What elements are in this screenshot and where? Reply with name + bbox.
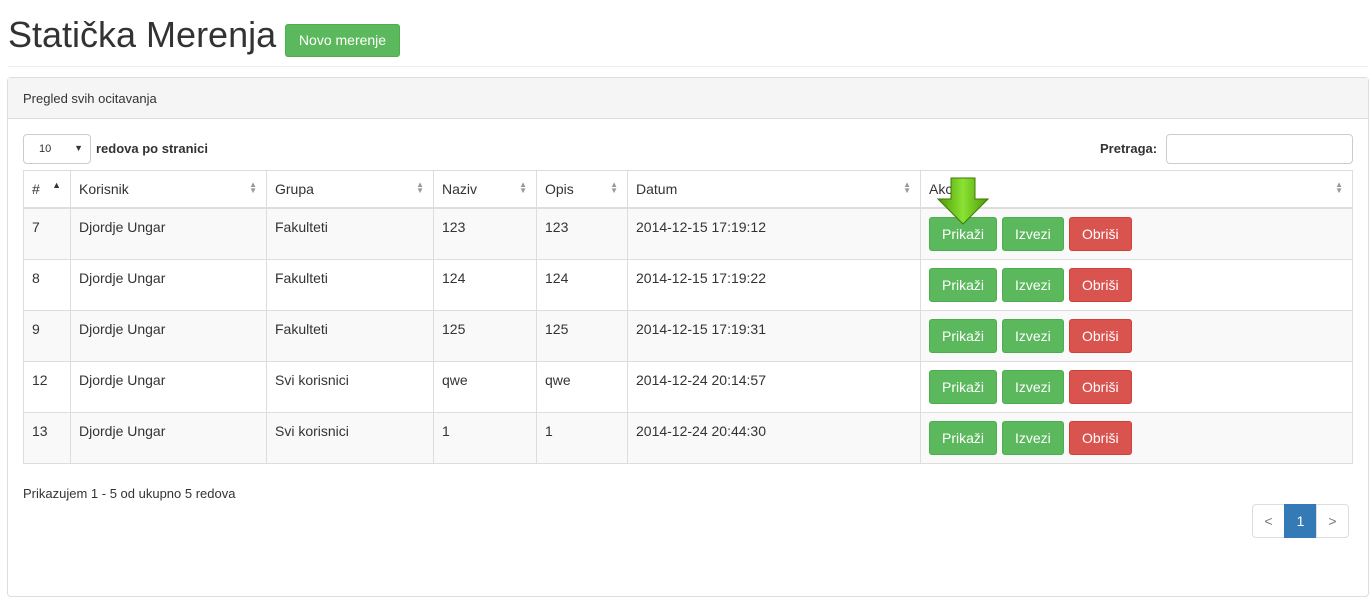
search-label: Pretraga: (1100, 141, 1158, 156)
delete-button[interactable]: Obriši (1068, 421, 1132, 455)
column-label: Opis (545, 181, 574, 197)
table-row: 7 Djordje Ungar Fakulteti 123 123 2014-12-15 … (23, 207, 1353, 260)
page-length-label: redova po stranici (96, 141, 208, 156)
cell-group: Fakulteti (266, 259, 434, 311)
cell-id: 8 (23, 259, 71, 311)
sort-icon: ▲ ▼ (903, 180, 911, 195)
cell-name: 124 (433, 259, 537, 311)
export-button[interactable]: Izvezi (1001, 319, 1064, 353)
show-button[interactable]: Prikaži (929, 268, 997, 302)
cell-actions: Prikaži Izvezi Obriši (920, 259, 1353, 311)
sort-icon: ▲ ▼ (610, 180, 618, 195)
pagination: < 1 > (1252, 504, 1349, 538)
column-header-group[interactable]: Grupa ▲ ▼ (266, 170, 434, 209)
column-header-name[interactable]: Naziv ▲ ▼ (433, 170, 537, 209)
cell-date: 2014-12-24 20:14:57 (627, 361, 921, 413)
next-page-button[interactable]: > (1316, 504, 1349, 538)
show-button[interactable]: Prikaži (929, 421, 997, 455)
prev-page-button[interactable]: < (1252, 504, 1285, 538)
column-header-user[interactable]: Korisnik ▲ ▼ (70, 170, 267, 209)
cell-desc: 1 (536, 412, 628, 464)
table-row: 12 Djordje Ungar Svi korisnici qwe qwe 2014-1… (23, 361, 1353, 413)
new-measurement-button[interactable]: Novo merenje (285, 24, 400, 57)
cell-id: 13 (23, 412, 71, 464)
cell-user: Djordje Ungar (70, 361, 267, 413)
panel-heading: Pregled svih ocitavanja (8, 78, 1368, 119)
cell-desc: 125 (536, 310, 628, 362)
page-length-value: 10 (39, 143, 52, 155)
cell-name: 1 (433, 412, 537, 464)
cell-name: 125 (433, 310, 537, 362)
cell-actions: Prikaži Izvezi Obriši (920, 310, 1353, 362)
delete-button[interactable]: Obriši (1068, 319, 1132, 353)
page-title: Statička Merenja (8, 14, 277, 55)
cell-id: 9 (23, 310, 71, 362)
cell-id: 7 (23, 207, 71, 260)
column-header-desc[interactable]: Opis ▲ ▼ (536, 170, 628, 209)
cell-date: 2014-12-15 17:19:31 (627, 310, 921, 362)
show-button[interactable]: Prikaži (929, 370, 997, 404)
column-label: # (32, 181, 40, 197)
panel: Pregled svih ocitavanja 10 ▼ redova po st… (7, 77, 1369, 597)
export-button[interactable]: Izvezi (1001, 370, 1064, 404)
cell-group: Svi korisnici (266, 361, 434, 413)
cell-group: Svi korisnici (266, 412, 434, 464)
table-row: 8 Djordje Ungar Fakulteti 124 124 2014-12-15 … (23, 259, 1353, 311)
cell-date: 2014-12-15 17:19:12 (627, 207, 921, 260)
cell-user: Djordje Ungar (70, 207, 267, 260)
cell-date: 2014-12-15 17:19:22 (627, 259, 921, 311)
delete-button[interactable]: Obriši (1068, 268, 1132, 302)
measurements-table: # ▲ Korisnik ▲ ▼ Grupa ▲ ▼ Naziv ▲ ▼ Opis ▲ ▼ Datum ▲ ▼ A… (23, 170, 1353, 464)
search-input[interactable] (1166, 134, 1353, 164)
sort-icon: ▲ ▼ (1335, 180, 1343, 195)
sort-icon: ▲ ▼ (416, 180, 424, 195)
green-down-arrow-icon (937, 177, 989, 225)
delete-button[interactable]: Obriši (1068, 370, 1132, 404)
cell-actions: Prikaži Izvezi Obriši (920, 207, 1353, 260)
caret-down-icon: ▼ (74, 143, 83, 153)
show-button[interactable]: Prikaži (929, 319, 997, 353)
column-header-date[interactable]: Datum ▲ ▼ (627, 170, 921, 209)
sort-asc-icon: ▲ (52, 180, 61, 190)
page-button[interactable]: 1 (1284, 504, 1317, 538)
cell-desc: 123 (536, 207, 628, 260)
cell-date: 2014-12-24 20:44:30 (627, 412, 921, 464)
cell-user: Djordje Ungar (70, 412, 267, 464)
cell-name: qwe (433, 361, 537, 413)
cell-user: Djordje Ungar (70, 259, 267, 311)
table-row: 13 Djordje Ungar Svi korisnici 1 1 2014-12-24… (23, 412, 1353, 464)
column-label: Korisnik (79, 181, 129, 197)
cell-actions: Prikaži Izvezi Obriši (920, 412, 1353, 464)
cell-name: 123 (433, 207, 537, 260)
cell-group: Fakulteti (266, 310, 434, 362)
table-row: 9 Djordje Ungar Fakulteti 125 125 2014-12-15 … (23, 310, 1353, 362)
cell-group: Fakulteti (266, 207, 434, 260)
sort-icon: ▲ ▼ (249, 180, 257, 195)
delete-button[interactable]: Obriši (1068, 217, 1132, 251)
sort-icon: ▲ ▼ (519, 180, 527, 195)
cell-user: Djordje Ungar (70, 310, 267, 362)
column-label: Datum (636, 181, 678, 197)
divider (8, 66, 1368, 67)
column-header-id[interactable]: # ▲ (23, 170, 71, 209)
export-button[interactable]: Izvezi (1001, 268, 1064, 302)
export-button[interactable]: Izvezi (1001, 217, 1064, 251)
cell-id: 12 (23, 361, 71, 413)
column-label: Grupa (275, 181, 314, 197)
cell-desc: qwe (536, 361, 628, 413)
column-label: Naziv (442, 181, 478, 197)
cell-actions: Prikaži Izvezi Obriši (920, 361, 1353, 413)
page-length-select[interactable]: 10 ▼ (23, 134, 91, 164)
show-button[interactable]: Prikaži (929, 217, 997, 251)
table-info: Prikazujem 1 - 5 od ukupno 5 redova (23, 486, 236, 501)
export-button[interactable]: Izvezi (1001, 421, 1064, 455)
cell-desc: 124 (536, 259, 628, 311)
